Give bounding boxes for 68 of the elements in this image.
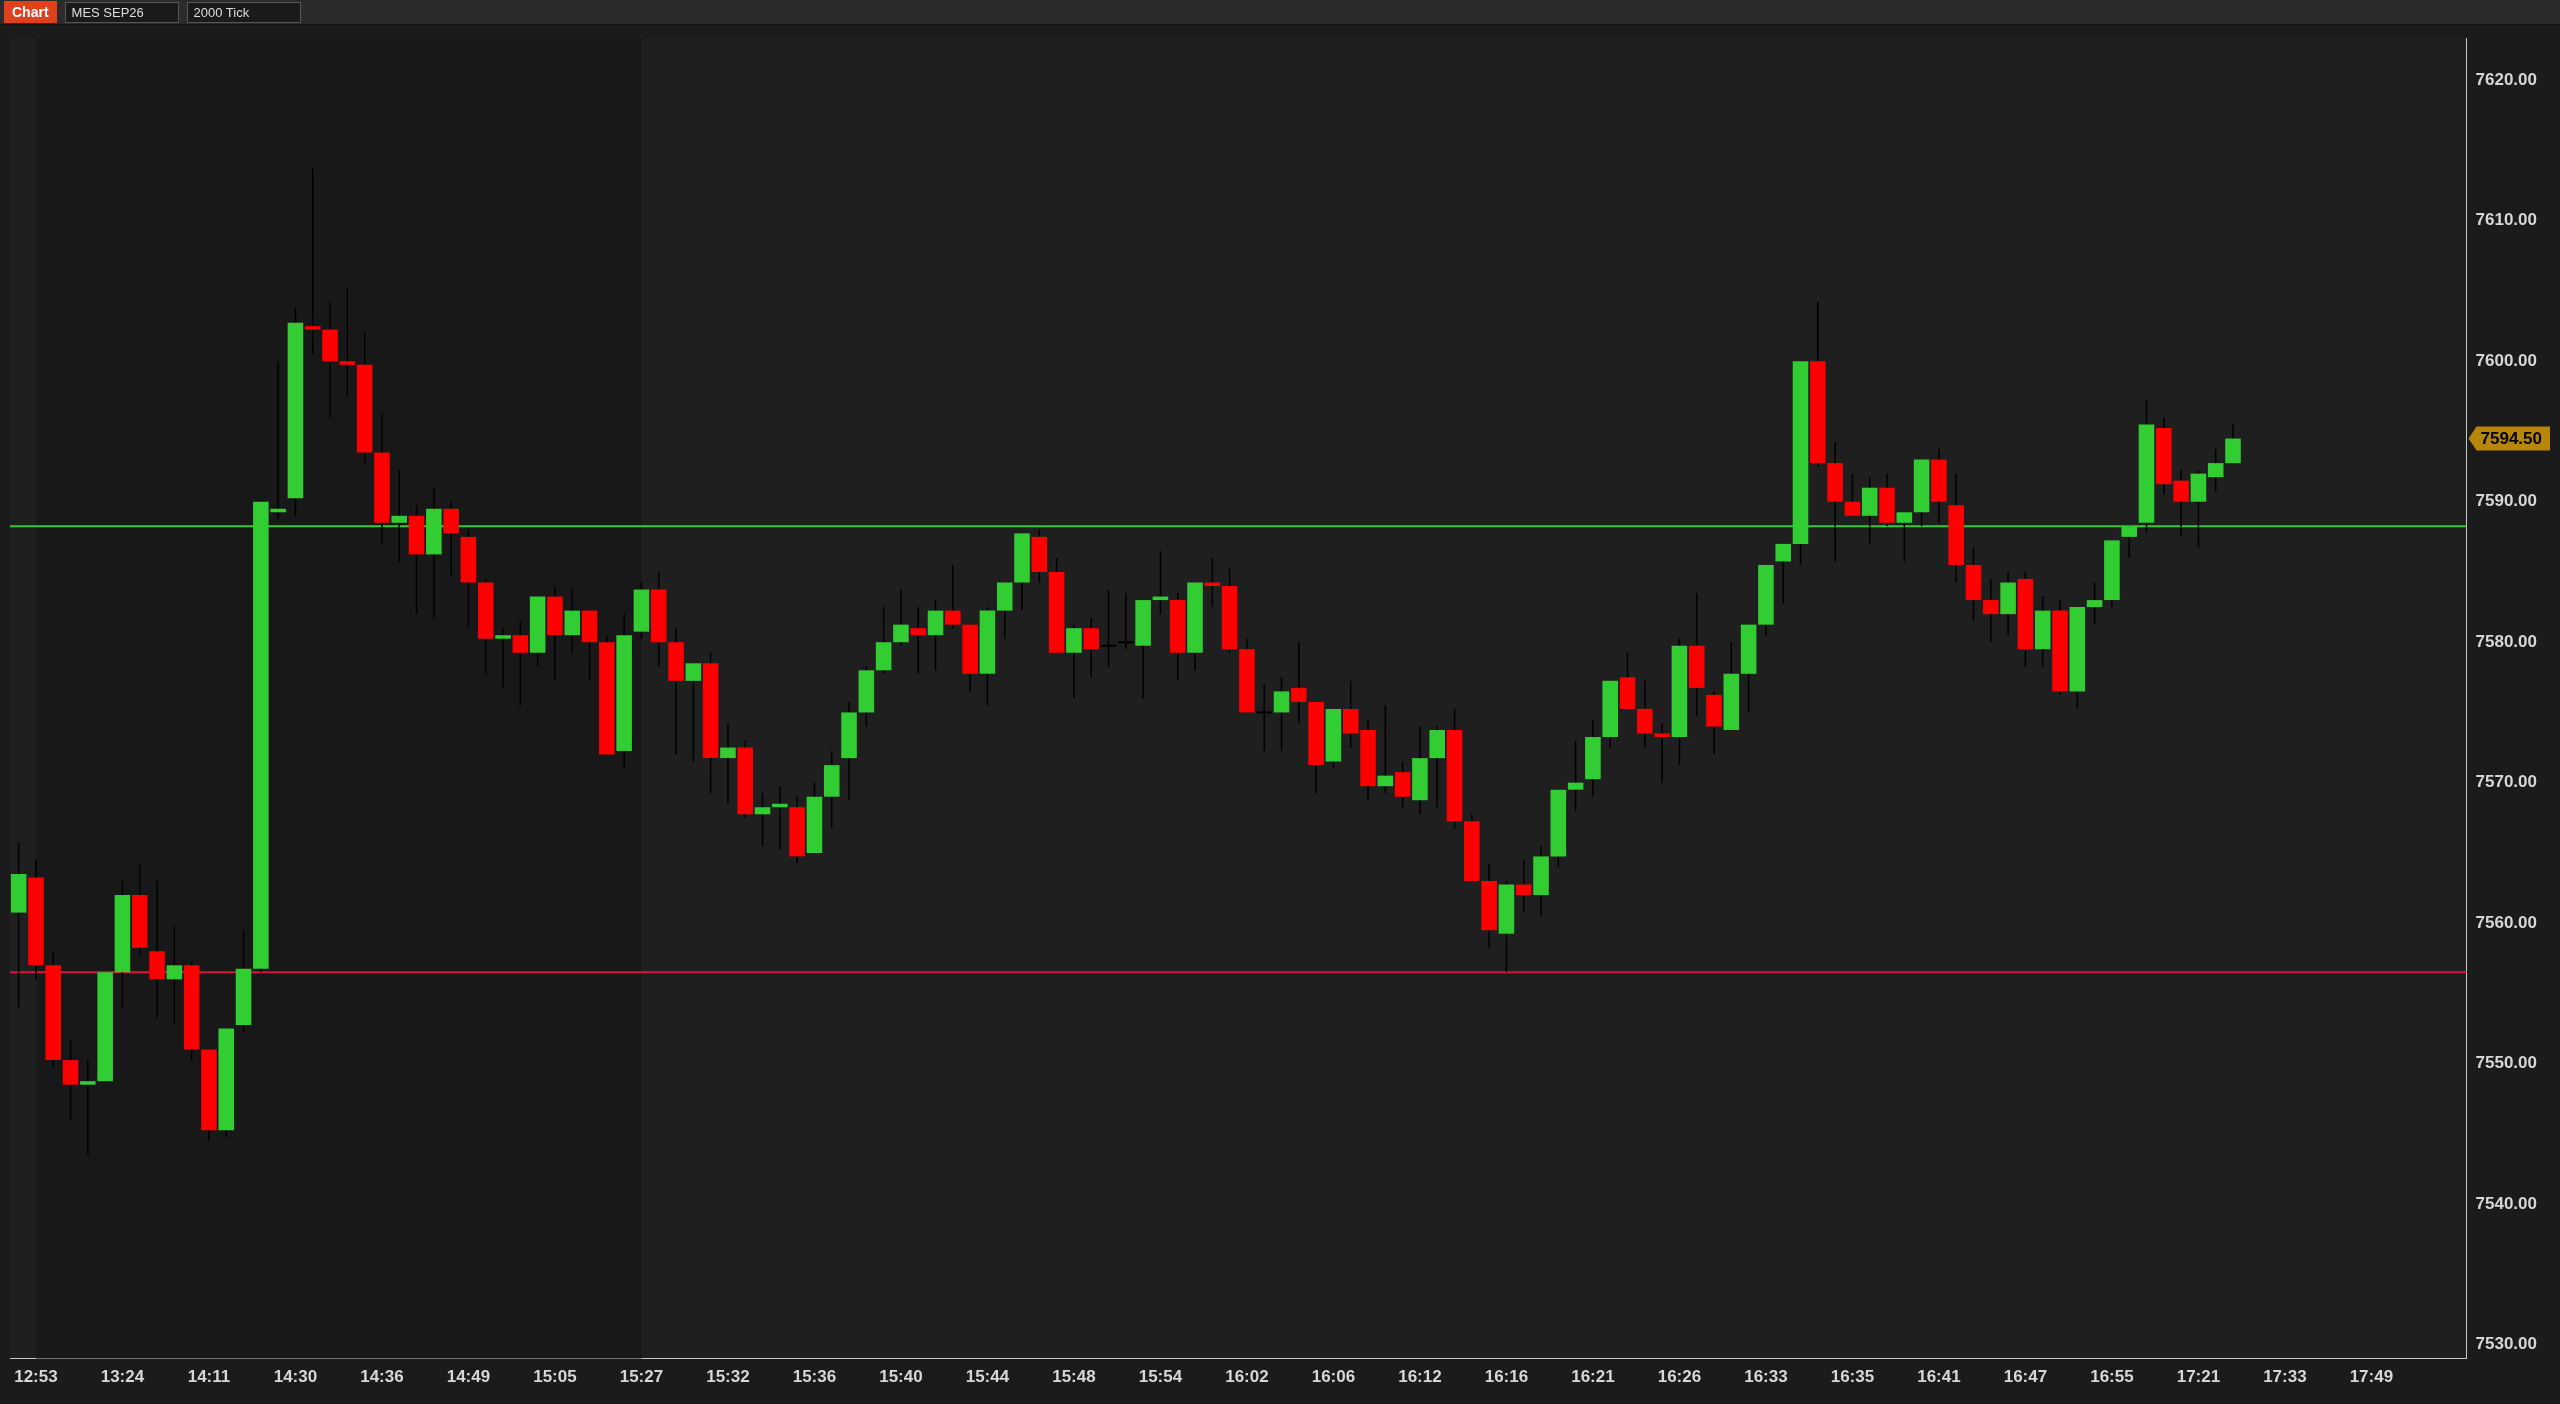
- y-tick-label: 7610.00: [2475, 210, 2537, 230]
- text: Chart: [4, 1, 57, 23]
- candlestick: [2207, 448, 2224, 492]
- x-tick-label: 16:47: [2003, 1367, 2048, 1387]
- y-tick-label: 7560.00: [2475, 912, 2537, 932]
- candlestick: [2086, 581, 2103, 626]
- y-tick-label: 7530.00: [2475, 1334, 2537, 1354]
- candlestick: [304, 167, 321, 355]
- x-tick-label: 17:49: [2349, 1367, 2394, 1387]
- x-tick-label: 17:33: [2263, 1367, 2307, 1387]
- x-tick-label: 16:12: [1398, 1367, 1442, 1387]
- candlestick: [80, 1059, 96, 1156]
- candlestick: [1117, 592, 1135, 650]
- x-tick-label: 15:36: [792, 1367, 837, 1387]
- candlestick: [339, 286, 356, 398]
- y-tick-label: 7620.00: [2475, 70, 2537, 90]
- x-tick-label: 14:30: [273, 1367, 318, 1387]
- x-tick-label: 16:06: [1311, 1367, 1356, 1387]
- candlestick: [893, 588, 909, 647]
- x-tick-label: 14:36: [360, 1367, 404, 1387]
- candlestick: [1983, 578, 1999, 643]
- chart-title: MES SEP26: [64, 1, 179, 23]
- y-tick-label: 7570.00: [2475, 772, 2537, 792]
- x-tick-label: 15:40: [879, 1367, 923, 1387]
- x-tick-label: 16:35: [1830, 1367, 1875, 1387]
- x-tick-label: 16:55: [2090, 1367, 2134, 1387]
- x-tick-label: 12:53: [14, 1367, 58, 1387]
- candlestick: [1273, 676, 1290, 752]
- x-tick-label: 17:21: [2176, 1367, 2221, 1387]
- x-tick-label: 15:27: [619, 1367, 664, 1387]
- x-tick-label: 15:44: [965, 1367, 1010, 1387]
- candlestick: [685, 662, 702, 763]
- x-tick-label: 14:11: [187, 1367, 231, 1387]
- x-tick-label: 16:21: [1571, 1367, 1615, 1387]
- x-tick-label: 15:32: [706, 1367, 750, 1387]
- x-tick-label: 16:41: [1917, 1367, 1961, 1387]
- y-tick-label: 7540.00: [2475, 1193, 2537, 1213]
- candlestick: [512, 620, 529, 707]
- x-tick-label: 13:24: [100, 1367, 145, 1387]
- x-tick-label: 16:33: [1744, 1367, 1788, 1387]
- x-tick-label: 15:48: [1052, 1367, 1096, 1387]
- candlestick: [910, 606, 927, 675]
- x-tick-label: 15:05: [533, 1367, 577, 1387]
- x-tick-label: 16:16: [1484, 1367, 1529, 1387]
- candlestick: [1255, 683, 1274, 752]
- candlestick: [754, 792, 771, 847]
- candlestick: [1844, 472, 1861, 517]
- x-tick-label: 15:54: [1138, 1367, 1183, 1387]
- candlestick: [1083, 616, 1100, 679]
- y-tick-label: 7600.00: [2475, 350, 2537, 370]
- text: 7594.50: [2480, 429, 2542, 449]
- x-tick-label: 14:49: [446, 1367, 491, 1387]
- candlestick: [1775, 543, 1791, 605]
- candlestick: [720, 722, 736, 805]
- candlestick: [1567, 739, 1584, 812]
- candlestick: [1377, 704, 1394, 794]
- candlestick: [1099, 588, 1118, 668]
- candlestick: [1515, 859, 1532, 914]
- y-tick-label: 7580.00: [2475, 631, 2537, 651]
- y-tick-label: 7590.00: [2475, 491, 2537, 511]
- candlestick: [495, 627, 511, 689]
- chart-subtitle: 2000 Tick: [186, 1, 301, 23]
- x-tick-label: 16:02: [1225, 1367, 1269, 1387]
- candlestick: [945, 564, 961, 629]
- x-tick-label: 16:26: [1657, 1367, 1702, 1387]
- y-tick-label: 7550.00: [2475, 1053, 2537, 1073]
- candlestick: [166, 925, 183, 1026]
- candlestick: [1291, 641, 1307, 724]
